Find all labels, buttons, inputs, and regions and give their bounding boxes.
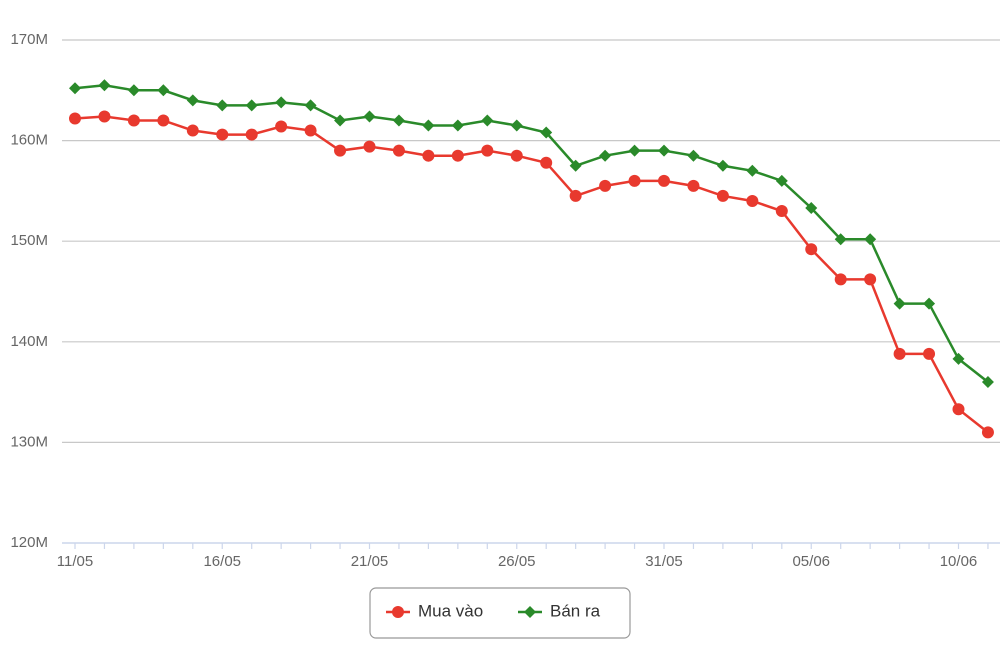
- y-tick-label: 120M: [10, 534, 48, 551]
- data-point: [216, 99, 229, 112]
- data-point: [834, 273, 847, 286]
- data-point: [363, 140, 376, 153]
- x-tick-label: 26/05: [498, 553, 536, 570]
- data-point: [923, 297, 936, 310]
- data-point: [952, 352, 965, 365]
- y-tick-label: 170M: [10, 31, 48, 48]
- legend-marker: [524, 606, 536, 618]
- data-point: [127, 84, 140, 97]
- data-point: [864, 273, 877, 286]
- data-point: [687, 149, 700, 162]
- legend-box: [369, 587, 631, 639]
- data-point: [304, 99, 317, 112]
- data-point: [98, 110, 111, 123]
- data-point: [304, 124, 317, 137]
- x-tick-label: 10/06: [940, 553, 978, 570]
- data-point: [69, 82, 81, 95]
- data-point: [334, 114, 347, 127]
- x-tick-label: 21/05: [351, 553, 389, 570]
- data-point: [98, 79, 111, 92]
- x-tick-label: 16/05: [203, 553, 241, 570]
- y-tick-label: 140M: [10, 333, 48, 350]
- data-point: [275, 96, 288, 109]
- data-point: [510, 119, 523, 132]
- data-point: [746, 194, 759, 207]
- data-point: [923, 347, 936, 360]
- data-point: [716, 159, 729, 172]
- data-point: [451, 119, 464, 132]
- data-point: [805, 202, 818, 215]
- data-point: [69, 112, 81, 125]
- data-point: [805, 243, 818, 256]
- data-point: [893, 347, 906, 360]
- data-point: [422, 119, 435, 132]
- x-tick-label: 31/05: [645, 553, 683, 570]
- data-point: [628, 174, 641, 187]
- data-point: [599, 149, 612, 162]
- x-tick-label: 05/06: [792, 553, 830, 570]
- data-point: [540, 156, 553, 169]
- data-point: [834, 233, 847, 246]
- data-point: [216, 128, 229, 141]
- data-point: [245, 99, 258, 112]
- data-point: [864, 233, 877, 246]
- y-tick-label: 150M: [10, 232, 48, 249]
- series-line: [74, 115, 989, 434]
- data-point: [893, 297, 906, 310]
- data-point: [716, 189, 729, 202]
- data-point: [334, 144, 347, 157]
- data-point: [422, 149, 435, 162]
- data-point: [775, 205, 788, 218]
- data-point: [481, 114, 494, 127]
- data-point: [775, 174, 788, 187]
- data-point: [658, 174, 670, 187]
- data-point: [127, 114, 140, 127]
- data-point: [510, 149, 523, 162]
- y-tick-label: 160M: [10, 132, 48, 149]
- data-point: [157, 114, 170, 127]
- data-point: [746, 164, 759, 177]
- data-point: [599, 179, 612, 192]
- legend-marker: [392, 606, 404, 618]
- data-point: [687, 179, 700, 192]
- legend-label: Mua vào: [418, 601, 483, 620]
- data-point: [275, 120, 288, 133]
- data-point: [157, 84, 170, 97]
- data-point: [569, 189, 582, 202]
- data-point: [451, 149, 464, 162]
- data-point: [392, 144, 405, 157]
- data-point: [540, 126, 553, 139]
- data-point: [628, 144, 641, 157]
- data-point: [363, 110, 376, 123]
- data-point: [186, 124, 199, 137]
- x-tick-label: 11/05: [57, 553, 93, 570]
- data-point: [952, 403, 965, 416]
- data-point: [481, 144, 494, 157]
- data-point: [981, 426, 994, 439]
- data-point: [392, 114, 405, 127]
- series-line: [74, 84, 989, 384]
- data-point: [186, 94, 199, 107]
- legend-label: Bán ra: [550, 601, 601, 620]
- data-point: [569, 159, 582, 172]
- data-point: [981, 376, 994, 389]
- data-point: [658, 144, 670, 157]
- y-tick-label: 130M: [10, 433, 48, 450]
- data-point: [245, 128, 258, 141]
